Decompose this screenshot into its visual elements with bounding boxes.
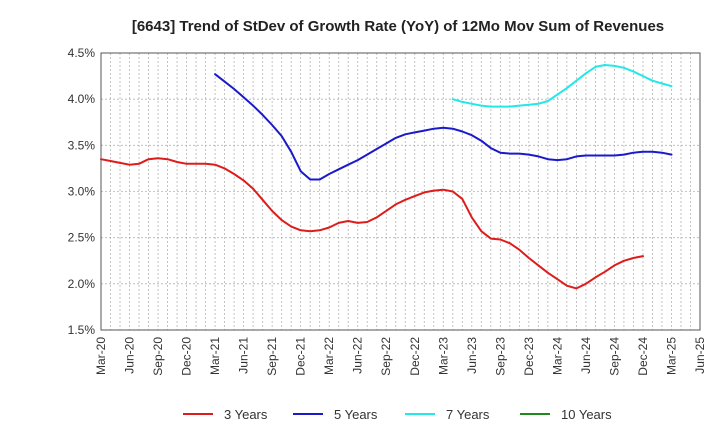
x-tick-label: Sep-21 bbox=[265, 337, 279, 376]
series-line-7-years bbox=[451, 64, 673, 108]
series-lines bbox=[100, 64, 673, 290]
y-tick-label: 3.5% bbox=[68, 138, 96, 152]
x-axis-ticks: Mar-20 Jun-20 Sep-20 Dec-20 Mar-21 Jun-21 Sep-… bbox=[94, 337, 707, 376]
grid bbox=[100, 52, 701, 331]
series-line-3-years bbox=[100, 157, 644, 290]
y-tick-label: 4.5% bbox=[68, 46, 96, 60]
x-tick-label: Jun-21 bbox=[237, 337, 251, 374]
x-tick-label: Mar-25 bbox=[664, 337, 678, 375]
x-tick-label: Sep-23 bbox=[493, 337, 507, 376]
y-axis-ticks: 1.5% 2.0% 2.5% 3.0% 3.5% 4.0% 4.5% bbox=[68, 46, 96, 337]
series-line-5-years bbox=[214, 73, 673, 181]
x-tick-label: Dec-23 bbox=[522, 337, 536, 376]
chart-title: [6643] Trend of StDev of Growth Rate (Yo… bbox=[132, 18, 664, 35]
x-tick-label: Mar-23 bbox=[436, 337, 450, 375]
x-tick-label: Mar-22 bbox=[322, 337, 336, 375]
x-tick-label: Mar-24 bbox=[550, 337, 564, 375]
legend-label-3-years: 3 Years bbox=[224, 407, 268, 422]
legend: 3 Years 5 Years 7 Years 10 Years bbox=[183, 407, 612, 422]
x-tick-label: Mar-21 bbox=[208, 337, 222, 375]
x-tick-label: Jun-22 bbox=[351, 337, 365, 374]
x-tick-label: Dec-20 bbox=[180, 337, 194, 376]
x-tick-label: Jun-24 bbox=[579, 337, 593, 374]
x-tick-label: Jun-20 bbox=[123, 337, 137, 374]
x-tick-label: Dec-24 bbox=[636, 337, 650, 376]
x-tick-label: Dec-21 bbox=[294, 337, 308, 376]
y-tick-label: 1.5% bbox=[68, 323, 96, 337]
y-tick-label: 3.0% bbox=[68, 185, 96, 199]
x-tick-label: Mar-20 bbox=[94, 337, 108, 375]
x-tick-label: Sep-20 bbox=[151, 337, 165, 376]
y-tick-label: 2.5% bbox=[68, 231, 96, 245]
legend-label-7-years: 7 Years bbox=[446, 407, 490, 422]
y-tick-label: 4.0% bbox=[68, 92, 96, 106]
x-tick-label: Dec-22 bbox=[408, 337, 422, 376]
plot-border bbox=[100, 52, 701, 331]
y-tick-label: 2.0% bbox=[68, 277, 96, 291]
legend-label-5-years: 5 Years bbox=[334, 407, 378, 422]
legend-label-10-years: 10 Years bbox=[561, 407, 612, 422]
x-tick-label: Sep-24 bbox=[607, 337, 621, 376]
x-tick-label: Sep-22 bbox=[379, 337, 393, 376]
x-tick-label: Jun-25 bbox=[693, 337, 707, 374]
x-tick-label: Jun-23 bbox=[465, 337, 479, 374]
